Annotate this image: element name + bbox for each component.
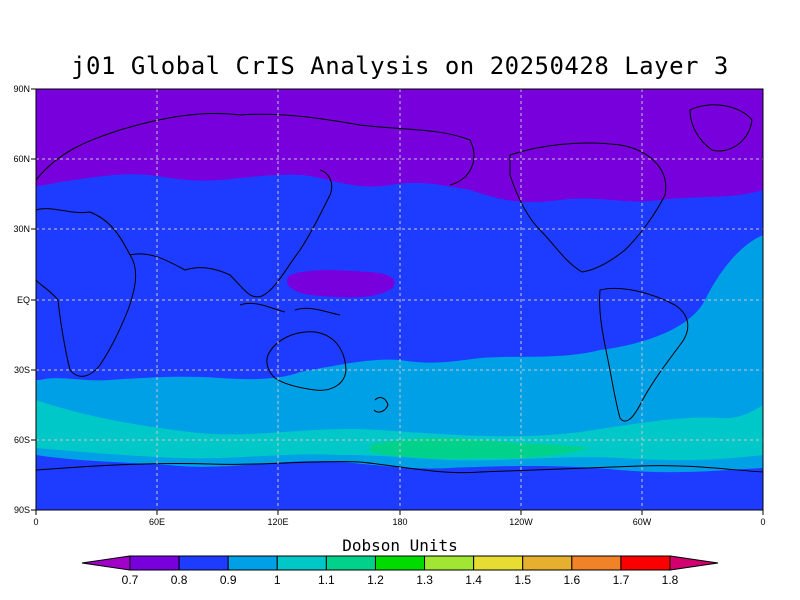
coast-asia-south <box>129 169 333 298</box>
lon-labels: 0 60E 120E 180 120W 60W 0 <box>33 517 765 527</box>
colorbar-tick-label: 0.9 <box>220 573 237 587</box>
colorbar-swatch <box>129 555 180 571</box>
axis-ticks <box>31 88 764 515</box>
coast-indonesia <box>239 302 341 316</box>
colorbar-swatch <box>522 555 573 571</box>
lat-label: 60N <box>13 154 30 164</box>
colorbar-swatch <box>620 555 671 571</box>
lon-label: 180 <box>392 517 407 527</box>
coast-africa <box>36 208 137 377</box>
colorbar-swatch <box>424 555 475 571</box>
coastlines <box>36 104 763 474</box>
lat-label: EQ <box>17 295 30 305</box>
colorbar-swatch <box>227 555 278 571</box>
colorbar-swatch <box>276 555 327 571</box>
lat-label: 30S <box>14 365 30 375</box>
coast-antarctica <box>36 461 763 474</box>
field-band-1-1 <box>36 400 763 461</box>
lon-label: 0 <box>760 517 765 527</box>
lat-label: 90S <box>14 505 30 515</box>
colorbar-swatch <box>81 555 131 571</box>
colorbar-swatch <box>571 555 622 571</box>
field-blob-tropics <box>286 270 395 298</box>
gridlines <box>36 89 763 510</box>
colorbar-title: Dobson Units <box>342 536 458 555</box>
colorbar-tick-label: 1.2 <box>367 573 384 587</box>
coast-north-america <box>509 142 667 273</box>
lon-label: 120W <box>509 517 533 527</box>
colorbar-tick-label: 1.7 <box>613 573 630 587</box>
lat-label: 30N <box>13 224 30 234</box>
colorbar-tick-label: 1 <box>274 573 281 587</box>
coast-south-america <box>599 287 689 422</box>
colorbar: 0.7 0.8 0.9 1 1.1 1.2 1.3 1.4 1.5 1.6 1.7 1.8 <box>81 555 719 587</box>
colorbar-swatch <box>669 555 719 571</box>
coast-eurasia-north <box>36 113 475 186</box>
lat-labels: 90N 60N 30N EQ 30S 60S 90S <box>13 84 30 515</box>
coast-greenland <box>689 104 753 152</box>
colorbar-swatch <box>473 555 524 571</box>
colorbar-swatch <box>178 555 229 571</box>
field-band-1-dark <box>36 455 763 510</box>
colorbar-tick-label: 0.7 <box>122 573 139 587</box>
field-band-1-2 <box>370 437 590 459</box>
lon-label: 0 <box>33 517 38 527</box>
colorbar-tick-label: 1.3 <box>416 573 433 587</box>
lat-label: 90N <box>13 84 30 94</box>
lon-label: 120E <box>267 517 288 527</box>
colorbar-tick-label: 1.1 <box>318 573 335 587</box>
colorbar-tick-label: 1.6 <box>563 573 580 587</box>
coast-australia <box>266 331 347 391</box>
colorbar-tick-label: 1.4 <box>465 573 482 587</box>
lon-label: 60W <box>633 517 652 527</box>
lon-label: 60E <box>149 517 165 527</box>
colorbar-tick-label: 1.8 <box>662 573 679 587</box>
colorbar-tick-label: 0.8 <box>171 573 188 587</box>
colorbar-swatch <box>374 555 426 571</box>
lat-label: 60S <box>14 435 30 445</box>
colorbar-swatch <box>325 555 376 571</box>
coast-new-zealand <box>373 397 389 413</box>
map-title: j01 Global CrIS Analysis on 20250428 Lay… <box>71 52 729 80</box>
colorbar-tick-label: 1.5 <box>514 573 531 587</box>
